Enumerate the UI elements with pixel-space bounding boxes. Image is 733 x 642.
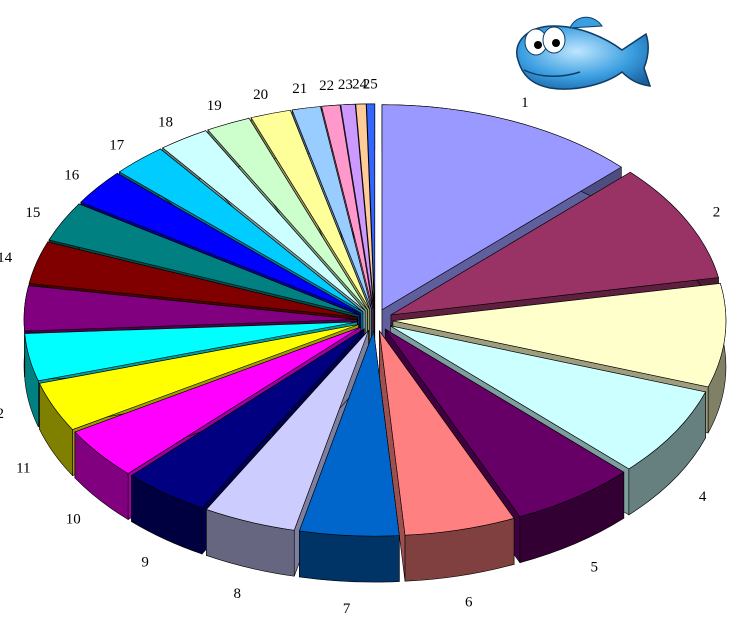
slice-label-20: 20: [253, 87, 268, 103]
slice-label-6: 6: [465, 595, 473, 611]
slice-label-11: 11: [16, 460, 30, 476]
labels-layer: 1234567891011121314151617181920212223242…: [0, 76, 721, 617]
pie-slice-7: [298, 331, 400, 583]
slice-label-10: 10: [66, 512, 81, 528]
slice-label-4: 4: [699, 489, 707, 505]
slice-label-21: 21: [292, 81, 307, 97]
slices-layer: [23, 103, 727, 583]
slice-label-18: 18: [158, 115, 173, 131]
slice-label-22: 22: [319, 78, 334, 94]
slice-label-7: 7: [343, 601, 351, 617]
slice-label-17: 17: [109, 138, 125, 154]
pie-slice-6: [379, 329, 515, 582]
slice-label-2: 2: [713, 205, 721, 221]
slice-label-5: 5: [591, 559, 599, 575]
slice-label-1: 1: [521, 95, 529, 111]
slice-label-24: 24: [352, 77, 368, 93]
cartoon-fish-icon: [516, 16, 652, 90]
slice-label-19: 19: [207, 98, 222, 114]
slice-label-8: 8: [233, 586, 241, 602]
slice-label-23: 23: [338, 77, 353, 93]
slice-label-9: 9: [141, 555, 149, 571]
slice-label-14: 14: [0, 250, 13, 266]
slice-label-16: 16: [64, 168, 80, 184]
slice-label-25: 25: [363, 76, 378, 92]
slice-label-12: 12: [0, 406, 4, 422]
slice-label-15: 15: [25, 205, 40, 221]
